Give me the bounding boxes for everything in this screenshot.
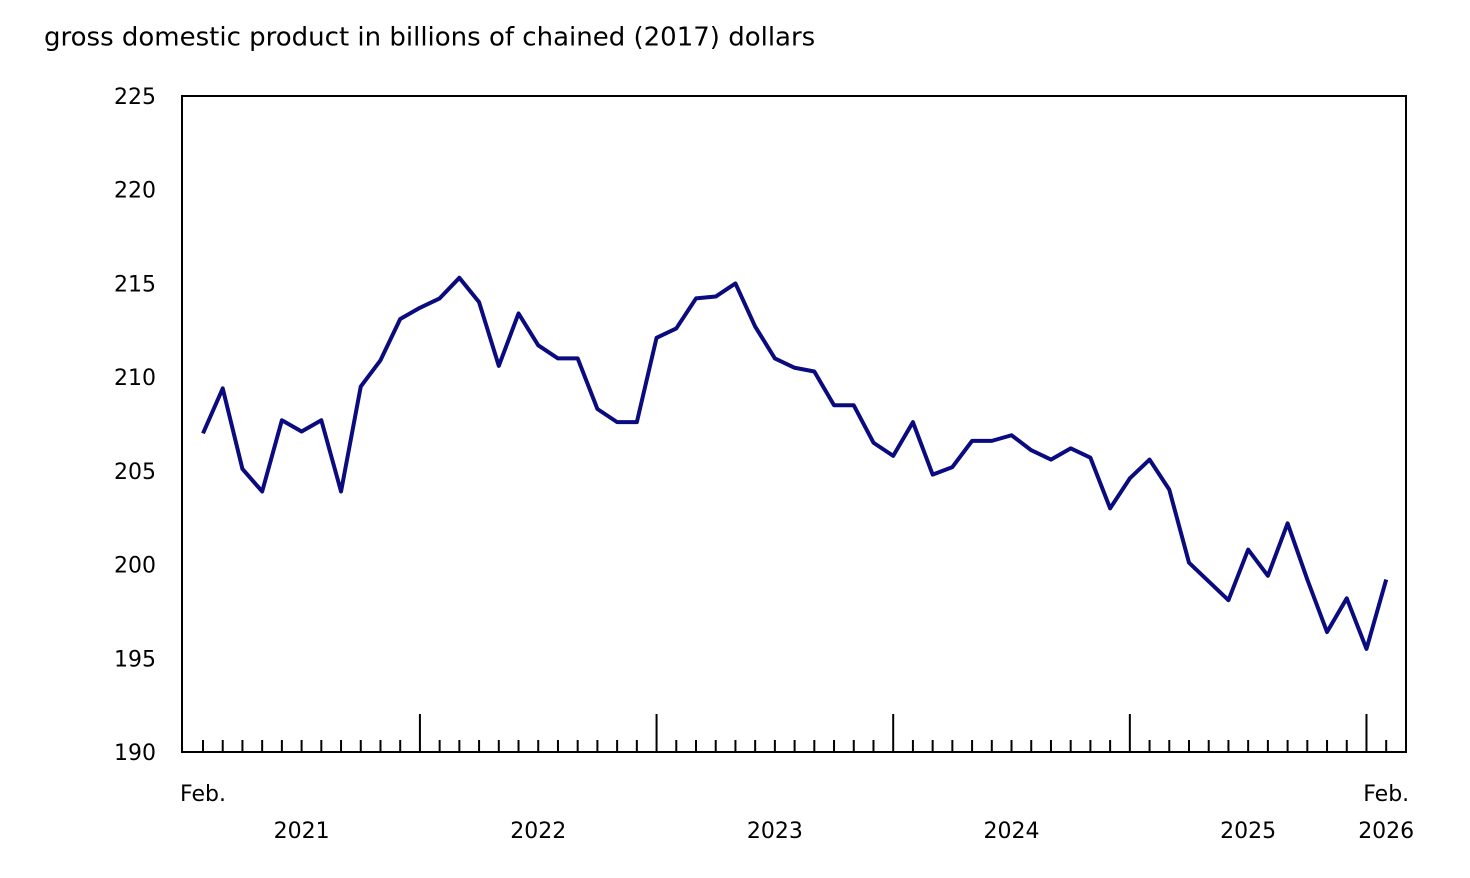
x-tick-label: Feb. — [1363, 782, 1409, 807]
x-year-label: 2024 — [984, 819, 1040, 844]
x-tick-label: Feb. — [180, 782, 226, 807]
x-year-label: 2022 — [510, 819, 566, 844]
y-tick-label: 215 — [114, 272, 156, 297]
y-tick-label: 200 — [114, 554, 156, 579]
y-tick-label: 220 — [114, 179, 156, 204]
y-tick-label: 205 — [114, 460, 156, 485]
data-line — [201, 275, 1389, 651]
y-tick-label: 210 — [114, 366, 156, 391]
x-year-label: 2021 — [274, 819, 330, 844]
x-year-label: 2026 — [1358, 819, 1414, 844]
chart-title: gross domestic product in billions of ch… — [44, 23, 815, 53]
y-tick-label: 195 — [114, 647, 156, 672]
x-year-label: 2023 — [747, 819, 803, 844]
x-year-label: 2025 — [1220, 819, 1276, 844]
y-tick-label: 190 — [114, 741, 156, 766]
plot-frame — [181, 95, 1407, 753]
y-tick-label: 225 — [114, 85, 156, 110]
